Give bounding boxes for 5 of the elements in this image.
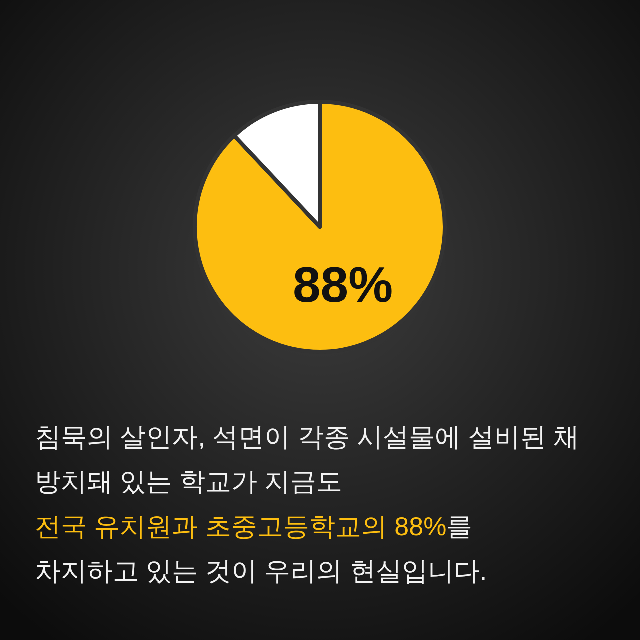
text: 차지하고 있는 것이 우리의 현실입니다. — [35, 556, 488, 586]
data-label: 88% — [292, 257, 394, 314]
text: 방치돼 있는 학교가 지금도 — [35, 466, 343, 497]
text: 침묵의 살인자, 석면이 각종 시설물에 설비된 채 — [35, 422, 580, 452]
text: 전국 유치원과 초중고등학교의 88%를 — [35, 511, 473, 542]
